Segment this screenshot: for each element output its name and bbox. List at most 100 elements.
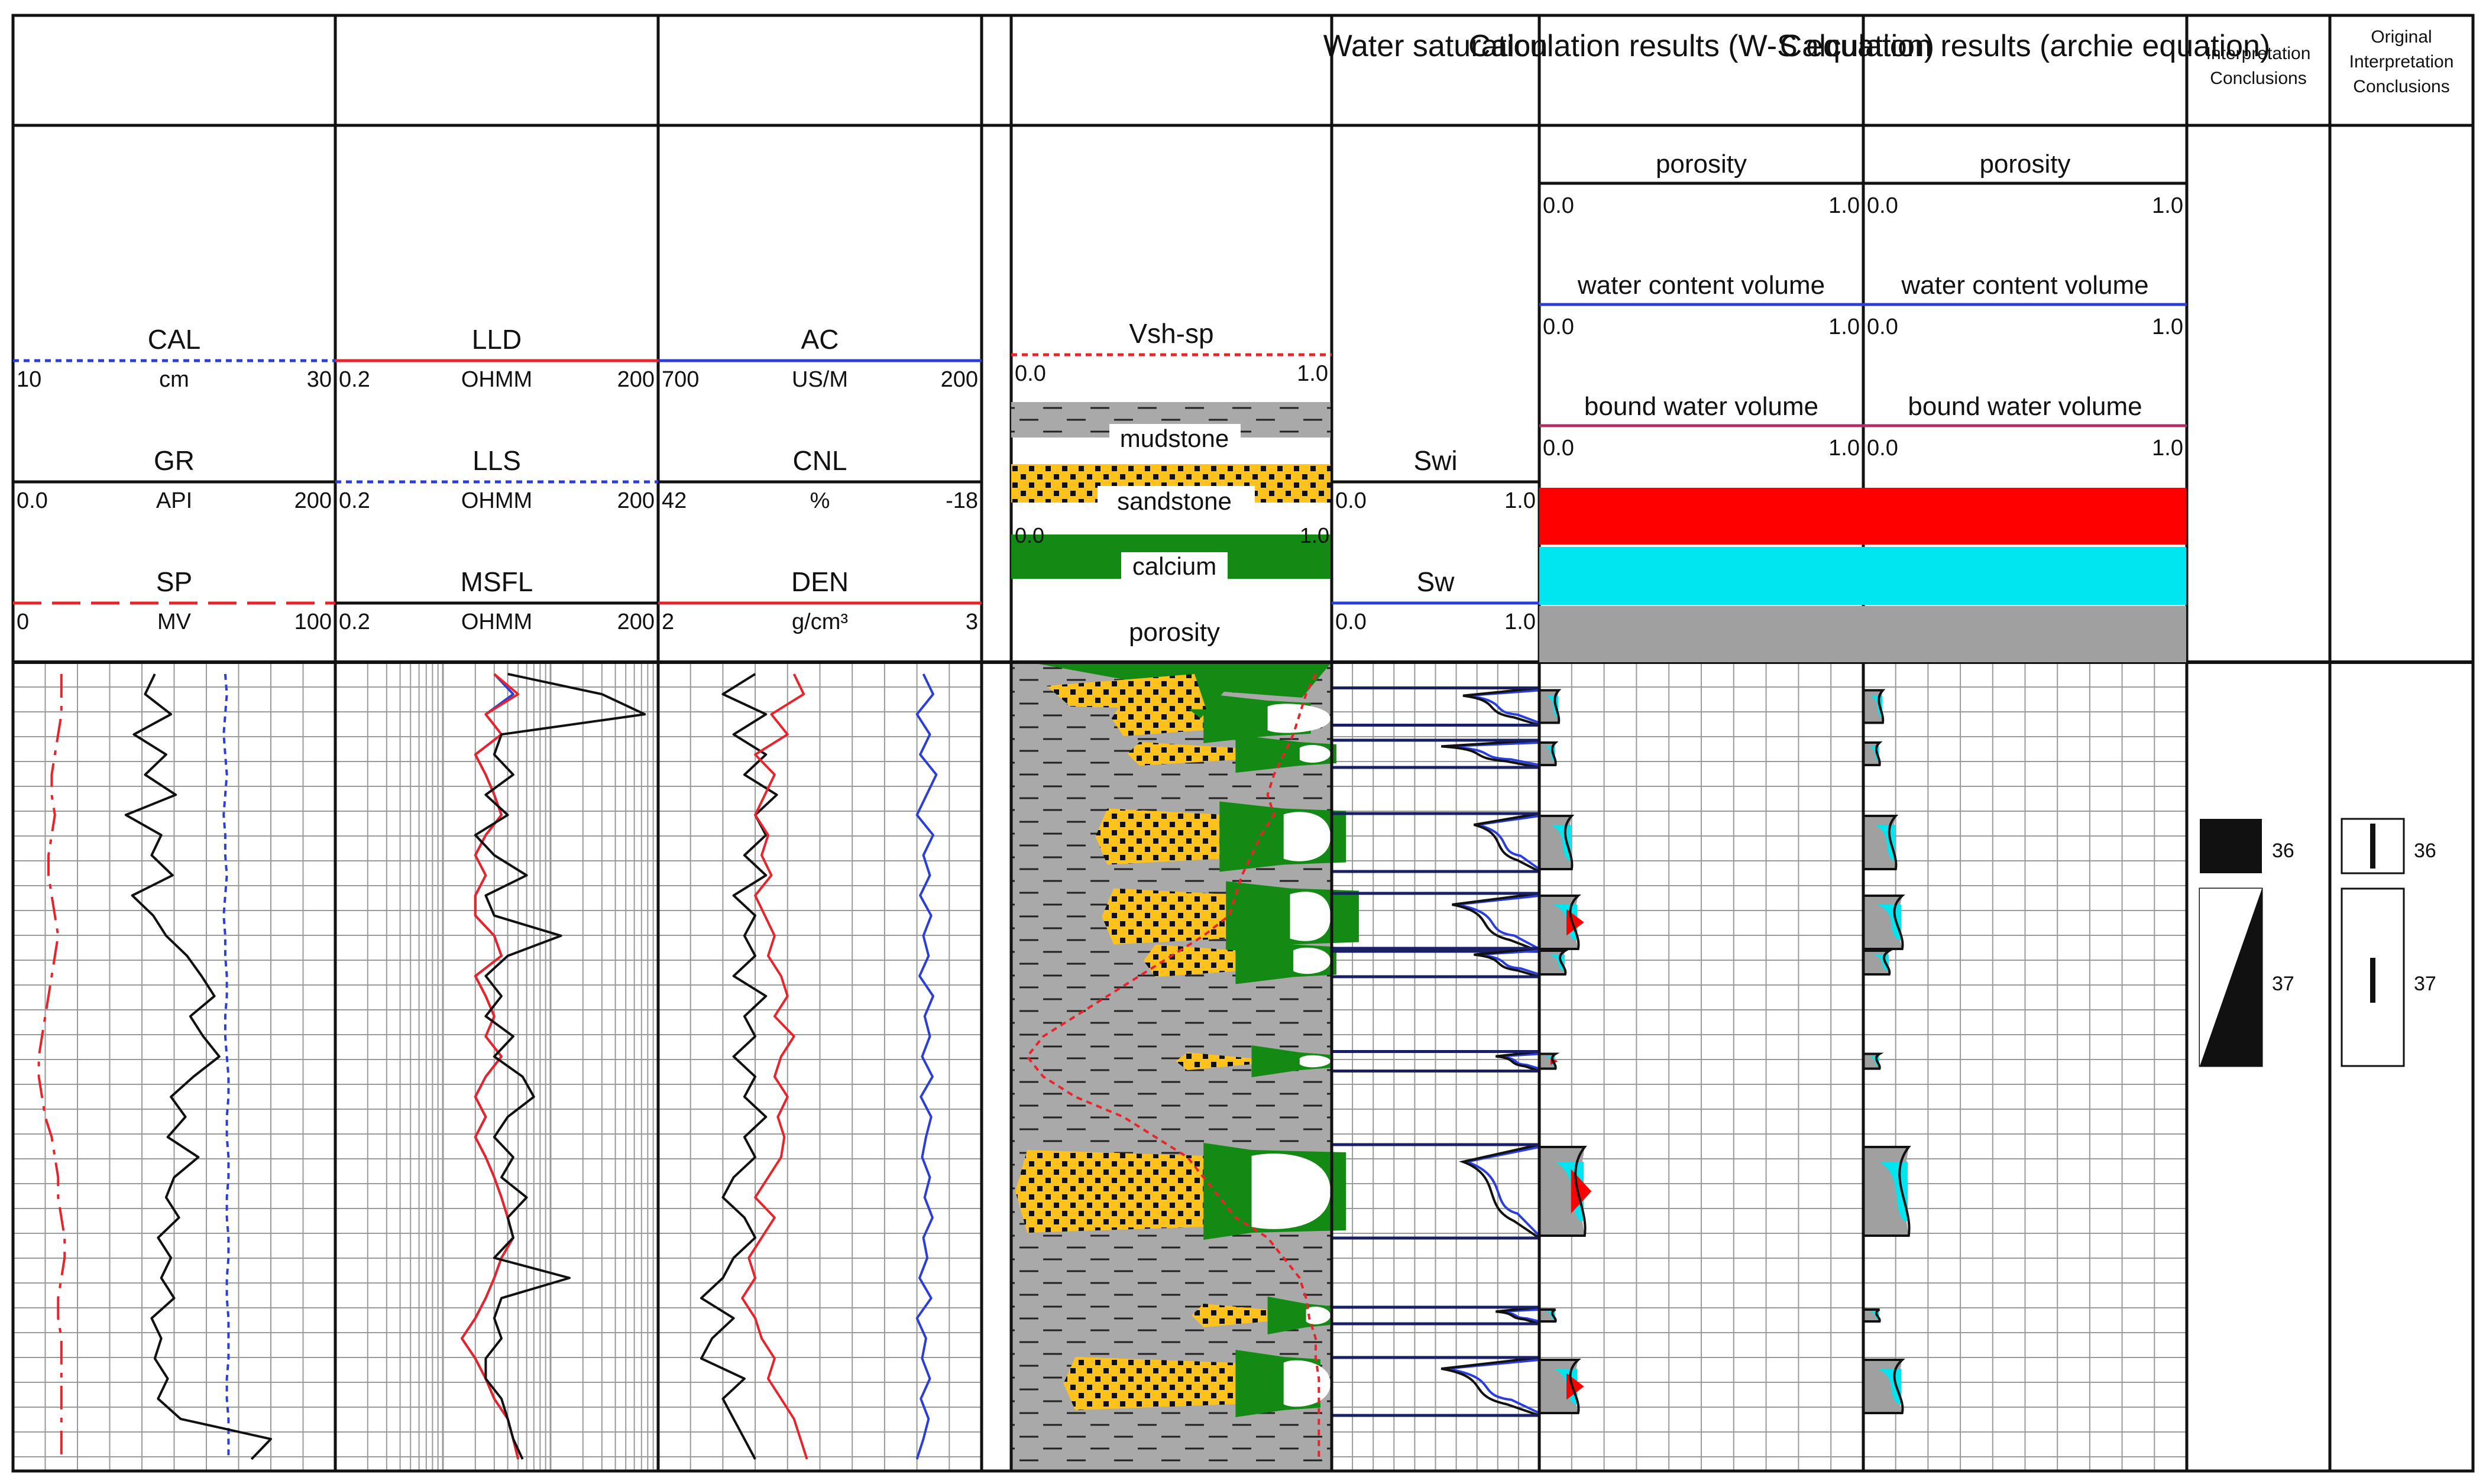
calc-curve-max: 1.0 <box>1828 193 1860 218</box>
porosity-layer <box>1283 1360 1331 1407</box>
curve-name-lls: LLS <box>472 445 521 476</box>
porosity-curve-ws <box>1539 1146 1587 1237</box>
cnl-curve <box>700 673 778 1460</box>
curve-max-ac: 200 <box>941 367 978 392</box>
porosity-curve-ws <box>1539 1359 1581 1414</box>
vsh-sp-curve <box>1026 673 1320 1459</box>
curve-name-sp: SP <box>156 566 192 597</box>
den-curve <box>741 673 808 1460</box>
track-frame <box>11 14 2475 1473</box>
porosity-layer <box>1251 1153 1331 1229</box>
track-grids <box>13 662 2187 1471</box>
calc-curve-name: porosity <box>1979 150 2070 179</box>
swi-curve <box>1441 739 1540 769</box>
porosity-curve-ws <box>1539 895 1581 950</box>
cal-curve <box>222 673 230 1459</box>
calcium-layer <box>1235 735 1336 773</box>
calc-curve-name: water content volume <box>1901 271 2148 300</box>
interp-title: Interpretation Conclusions <box>2206 44 2311 88</box>
porosity-curve-ar <box>1863 815 1899 870</box>
lith-scale-min: 0.0 <box>1015 523 1044 547</box>
swi-curve <box>1452 892 1540 952</box>
curve-min-cal: 10 <box>17 367 41 392</box>
gr-curve <box>124 673 272 1460</box>
curve-max-sp: 100 <box>294 610 332 634</box>
curve-min-ac: 700 <box>662 367 699 392</box>
curve-min-msfl: 0.2 <box>339 610 370 634</box>
calc-curve-max: 1.0 <box>1828 315 1860 339</box>
log-curves <box>37 673 1911 1460</box>
sw-curve <box>1462 1146 1540 1237</box>
curve-max-cal: 30 <box>307 367 332 392</box>
porosity-curve-ar <box>1863 1308 1881 1323</box>
calc-curve-name: water content volume <box>1577 271 1825 300</box>
legend-porosity-label: porosity <box>1129 618 1220 647</box>
curve-max-gr: 200 <box>294 488 332 513</box>
lith-scale-max: 1.0 <box>1300 523 1329 547</box>
calc-curve-name: bound water volume <box>1908 392 2142 421</box>
curve-name-lld: LLD <box>472 324 522 355</box>
porosity-layer <box>1306 1307 1331 1324</box>
swi-curve <box>1496 1306 1540 1325</box>
calcium-layer <box>1267 1297 1331 1334</box>
sandstone-layer <box>1102 888 1226 945</box>
sw-curve <box>1477 815 1540 870</box>
legend-sandstone-box <box>1098 486 1255 516</box>
curve-unit-gr: API <box>156 488 192 513</box>
sandstone-layer <box>1127 742 1236 766</box>
curve-unit-sp: MV <box>157 610 192 634</box>
conclusion-37-interp-tilde-1: ~ <box>2241 949 2253 971</box>
curve-unit-cal: cm <box>159 367 189 392</box>
calc-title-6: Calculation results (archie equation) <box>1780 29 2271 63</box>
porosity-curve-ws <box>1539 950 1569 976</box>
fluid-legend <box>1539 488 2186 662</box>
calc-curve-max: 1.0 <box>2152 315 2183 339</box>
calc-title-5: Calculation results (W-S equation) <box>1468 29 1934 63</box>
calc-curve-min: 0.0 <box>1543 436 1574 461</box>
msfl-curve <box>474 673 646 1460</box>
curve-max-swi: 1.0 <box>1504 488 1536 513</box>
porosity-curve-ar <box>1863 895 1905 950</box>
calc-curve-min: 0.0 <box>1867 436 1898 461</box>
conclusion-36-orig-number: 36 <box>2414 840 2436 862</box>
curve-unit-den: g/cm³ <box>792 610 848 634</box>
lithology-legend: mudstone sandstone calcium porosity 0.0 … <box>1011 402 1331 647</box>
curve-max-lls: 200 <box>617 488 655 513</box>
porosity-curve-ar <box>1863 689 1886 724</box>
porosity-curve-ar <box>1863 1359 1905 1414</box>
sandstone-top <box>1047 674 1206 709</box>
curve-name-cnl: CNL <box>792 445 847 476</box>
curve-min-sp: 0 <box>17 610 29 634</box>
sw-curve <box>1445 1359 1540 1414</box>
curve-min-gr: 0.0 <box>17 488 48 513</box>
curve-name-cal: CAL <box>148 324 200 355</box>
curve-name-swi: Swi <box>1413 445 1457 476</box>
curve-name-gr: GR <box>154 445 195 476</box>
conclusions: 36 ~ ~ ~ ~ 37 36 37 <box>2199 818 2436 1067</box>
curve-name-ac: AC <box>801 324 839 355</box>
porosity-layer <box>1299 745 1331 763</box>
curve-unit-lls: OHMM <box>461 488 532 513</box>
porosity-curve-ar <box>1863 950 1893 976</box>
curve-min-swi: 0.0 <box>1335 488 1367 513</box>
curve-unit-lld: OHMM <box>461 367 532 392</box>
porosity-curve-ar <box>1863 741 1883 766</box>
outer-frame <box>11 14 2475 1473</box>
curve-name-den: DEN <box>791 566 849 597</box>
conclusion-37-orig-symbol <box>2370 958 2375 1003</box>
curve-max-den: 3 <box>966 610 978 634</box>
curve-min-cnl: 42 <box>662 488 687 513</box>
sandstone-layer <box>1063 1357 1236 1410</box>
curve-name-msfl: MSFL <box>461 566 533 597</box>
sandstone-layer <box>1176 1052 1252 1070</box>
legend-calcium-box <box>1121 552 1228 582</box>
conclusion-36-interp-number: 36 <box>2272 840 2294 862</box>
sandstone-layer <box>1143 944 1236 977</box>
porosity-curve-ws <box>1539 741 1559 766</box>
porosity-layer <box>1299 1055 1331 1068</box>
curve-unit-cnl: % <box>810 488 830 513</box>
sandstone-layer <box>1192 1304 1268 1327</box>
sp-curve <box>37 674 66 1459</box>
curve-max-cnl: -18 <box>946 488 978 513</box>
calc-curve-max: 1.0 <box>2152 436 2183 461</box>
